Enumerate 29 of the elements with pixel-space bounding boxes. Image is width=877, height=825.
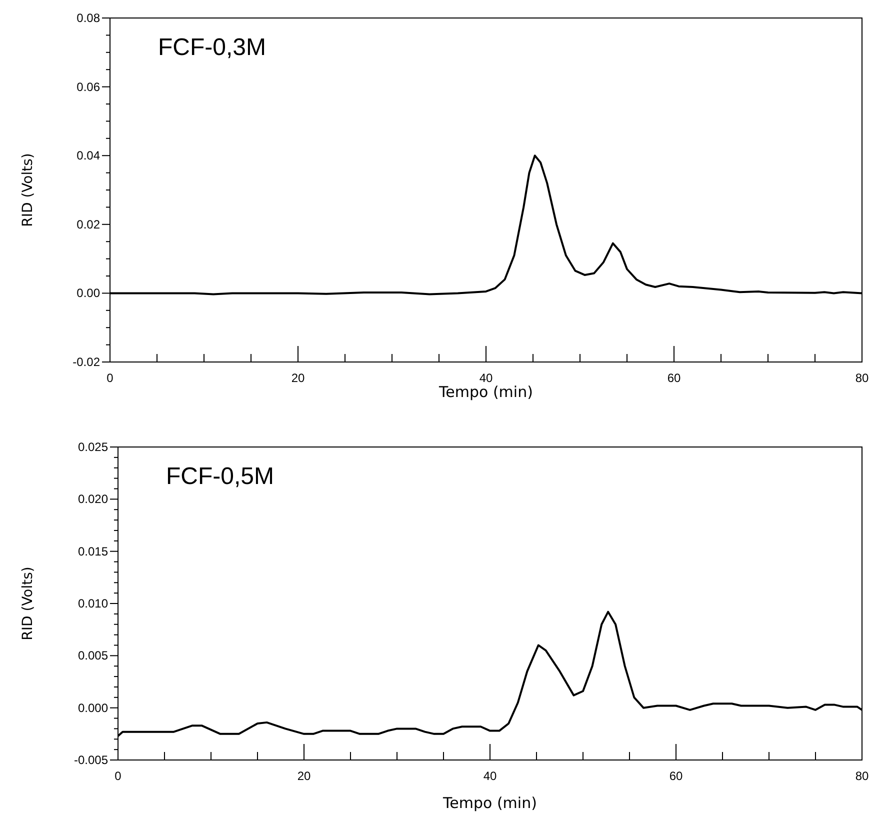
y-tick-label: 0.025 (78, 440, 108, 454)
y-axis-title: RID (Volts) (20, 566, 36, 640)
y-tick-label: 0.010 (78, 596, 108, 610)
y-tick-label: 0.06 (76, 80, 100, 94)
y-tick-label: 0.08 (76, 11, 100, 25)
x-tick-label: 20 (297, 769, 311, 783)
x-tick-label: 80 (855, 769, 869, 783)
y-tick-label: 0.015 (78, 544, 108, 558)
text: FCF-0,5M (166, 463, 274, 490)
x-tick-label: 60 (667, 371, 681, 385)
y-tick-label: 0.020 (78, 492, 108, 506)
y-tick-label: -0.02 (72, 355, 100, 369)
y-tick-label: 0.02 (76, 217, 100, 232)
x-tick-label: 80 (855, 371, 869, 385)
y-tick-label: -0.005 (74, 753, 108, 767)
y-tick-label: 0.000 (78, 700, 108, 715)
y-tick-label: 0.04 (76, 148, 100, 163)
x-tick-label: 20 (291, 371, 305, 385)
y-tick-label: 0.00 (76, 286, 100, 300)
x-tick-label: 0 (106, 371, 114, 385)
x-tick-label: 0 (114, 769, 122, 783)
x-axis-title: Tempo (min) (438, 383, 533, 401)
y-axis-title: RID (Volts) (20, 153, 36, 227)
x-tick-label: 40 (483, 769, 497, 783)
text: FCF-0,3M (158, 34, 266, 61)
x-tick-label: 60 (669, 769, 683, 783)
x-axis-title: Tempo (min) (442, 794, 537, 812)
x-tick-label: 40 (479, 371, 493, 385)
y-tick-label: 0.005 (78, 648, 108, 663)
